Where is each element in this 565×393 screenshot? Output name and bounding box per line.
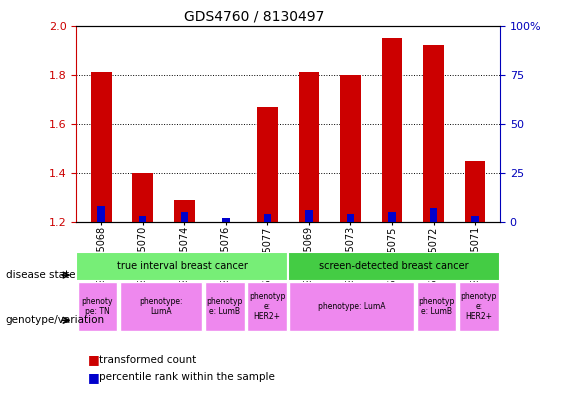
Bar xyxy=(120,282,202,331)
Bar xyxy=(288,252,500,281)
Text: transformed count: transformed count xyxy=(99,354,196,365)
Bar xyxy=(174,200,195,222)
Bar xyxy=(340,75,361,222)
Text: phenotyp
e: LumB: phenotyp e: LumB xyxy=(206,297,243,316)
Bar xyxy=(205,282,245,331)
Bar xyxy=(77,282,118,331)
Bar xyxy=(381,38,402,222)
Bar xyxy=(465,161,485,222)
Bar xyxy=(289,282,414,331)
Bar xyxy=(181,212,188,222)
Text: phenoty
pe: TN: phenoty pe: TN xyxy=(82,297,113,316)
Text: genotype/variation: genotype/variation xyxy=(6,315,105,325)
Text: phenotype:
LumA: phenotype: LumA xyxy=(140,297,182,316)
Bar xyxy=(430,208,437,222)
Text: ■: ■ xyxy=(88,353,99,366)
Bar xyxy=(139,216,146,222)
Text: percentile rank within the sample: percentile rank within the sample xyxy=(99,372,275,382)
Bar xyxy=(423,45,444,222)
Text: phenotyp
e: LumB: phenotyp e: LumB xyxy=(418,297,455,316)
Bar xyxy=(257,107,278,222)
Bar xyxy=(347,214,354,222)
Bar xyxy=(459,282,499,331)
Bar xyxy=(264,214,271,222)
Bar xyxy=(98,206,105,222)
Bar xyxy=(298,72,319,222)
Text: phenotyp
e:
HER2+: phenotyp e: HER2+ xyxy=(460,292,497,321)
Text: screen-detected breast cancer: screen-detected breast cancer xyxy=(319,261,469,271)
Bar xyxy=(222,218,229,222)
Bar xyxy=(76,252,288,281)
Bar xyxy=(388,212,396,222)
Text: disease state: disease state xyxy=(6,270,75,280)
Bar xyxy=(91,72,112,222)
Text: ■: ■ xyxy=(88,371,99,384)
Text: phenotype: LumA: phenotype: LumA xyxy=(318,302,385,311)
Text: GDS4760 / 8130497: GDS4760 / 8130497 xyxy=(184,10,324,24)
Bar xyxy=(471,216,479,222)
Bar xyxy=(416,282,457,331)
Bar xyxy=(132,173,153,222)
Bar xyxy=(247,282,287,331)
Text: phenotyp
e:
HER2+: phenotyp e: HER2+ xyxy=(249,292,285,321)
Text: true interval breast cancer: true interval breast cancer xyxy=(117,261,247,271)
Bar xyxy=(305,210,312,222)
